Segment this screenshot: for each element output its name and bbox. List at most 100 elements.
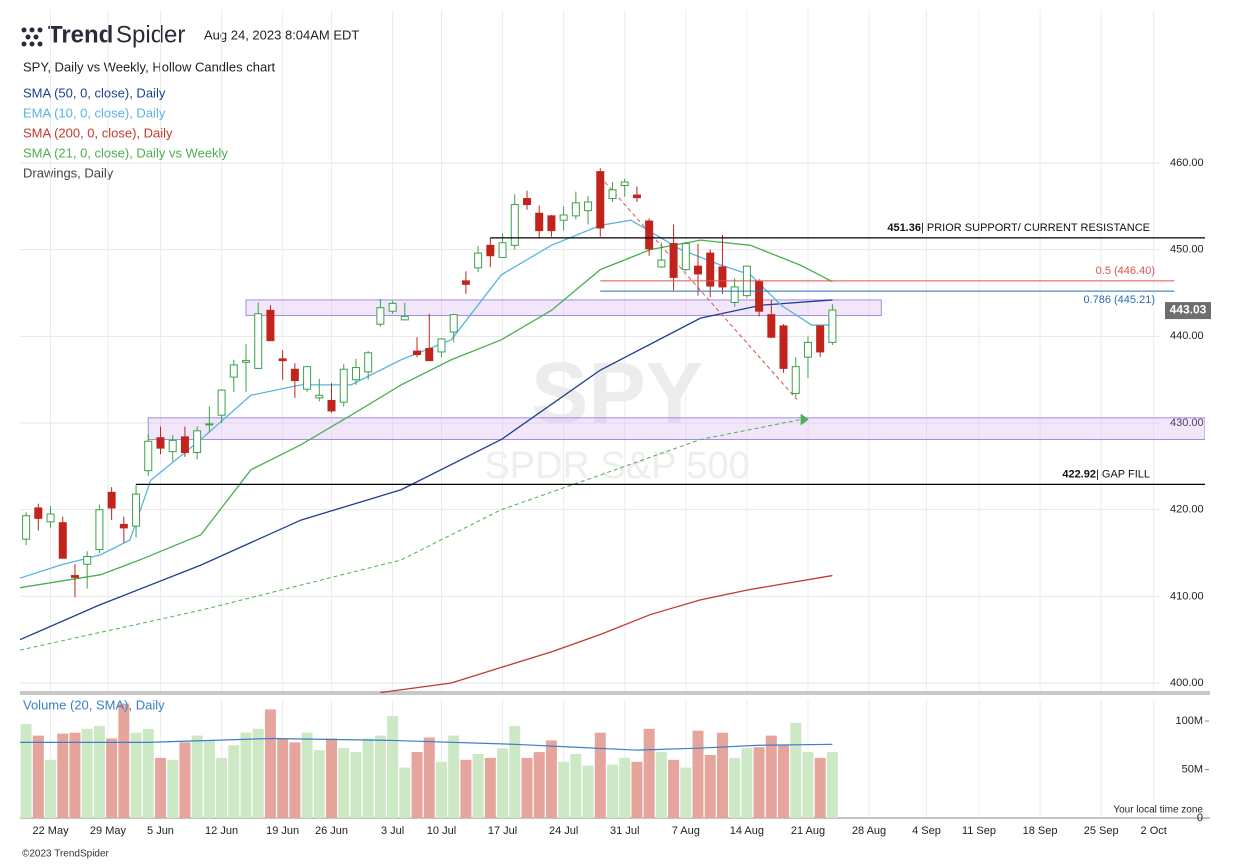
- candle: 8 Jun: [193, 426, 202, 460]
- candle-body: [486, 244, 495, 257]
- candle: 5 Jul: [400, 302, 409, 321]
- logo-light: Spider: [116, 21, 185, 48]
- volume-bar: [680, 767, 692, 818]
- candle: 26 Jul: [584, 195, 593, 225]
- candle-body: [718, 266, 727, 288]
- candle-body: [730, 286, 739, 304]
- candle: 14 Jul: [486, 237, 495, 267]
- candle-body: [83, 555, 92, 565]
- volume-tick-label: 0: [1197, 812, 1203, 824]
- candle-body: [510, 204, 519, 246]
- candle: 6 Jun: [168, 435, 177, 462]
- candle-body: [351, 367, 360, 381]
- volume-bar: [619, 757, 631, 818]
- y-tick-label: 430.00: [1170, 417, 1204, 429]
- volume-bar: [545, 740, 557, 818]
- x-tick-label: 12 Jun: [205, 825, 238, 837]
- candle-body: [217, 389, 226, 416]
- volume-bar: [387, 716, 399, 818]
- volume-bar: [32, 735, 44, 818]
- x-tick-label: 26 Jun: [315, 825, 348, 837]
- volume-bar: [472, 754, 484, 818]
- y-tick-label: 460.00: [1170, 157, 1204, 169]
- volume-bar: [729, 757, 741, 818]
- volume-bar: [106, 738, 118, 818]
- level-value: 422.92: [1062, 468, 1096, 480]
- candle: 3 Aug: [657, 242, 666, 268]
- candle-body: [119, 523, 128, 529]
- x-tick-label: 25 Sep: [1084, 825, 1119, 837]
- volume-bar: [435, 761, 447, 818]
- candle-body: [584, 201, 593, 212]
- x-tick-label: 19 Jun: [266, 825, 299, 837]
- volume-bar: [765, 735, 777, 818]
- candle: 20 Jul: [535, 205, 544, 238]
- x-tick-label: 5 Jun: [147, 825, 174, 837]
- x-tick-label: 18 Sep: [1023, 825, 1058, 837]
- volume-bar: [399, 767, 411, 818]
- level-value: 451.36: [887, 222, 921, 234]
- x-tick-label: 2 Oct: [1141, 825, 1167, 837]
- volume-bar: [20, 723, 32, 818]
- candle: 13 Jul: [474, 246, 483, 273]
- volume-bar: [69, 732, 81, 818]
- level-label: 422.92| GAP FILL: [1062, 468, 1150, 480]
- volume-bar: [570, 754, 582, 818]
- volume-bar: [93, 725, 105, 818]
- candle-body: [34, 507, 43, 519]
- candle-body: [437, 338, 446, 353]
- x-tick-label: 21 Aug: [791, 825, 825, 837]
- candle-body: [559, 214, 568, 221]
- candle: 9 Aug: [706, 249, 715, 298]
- x-tick-label: 11 Sep: [962, 825, 996, 837]
- candle: 19 May: [34, 503, 43, 531]
- volume-bar: [668, 759, 680, 818]
- candle-body: [767, 314, 776, 338]
- candle-body: [388, 302, 397, 312]
- volume-bar: [497, 748, 509, 818]
- chart-title: SPY, Daily vs Weekly, Hollow Candles cha…: [23, 59, 276, 74]
- volume-bar: [57, 733, 69, 818]
- x-tick-label: 31 Jul: [610, 825, 639, 837]
- candle: 24 May: [70, 564, 79, 598]
- candle: 26 May: [95, 504, 104, 554]
- candle-body: [290, 368, 299, 382]
- candle-body: [327, 399, 336, 412]
- volume-bar: [277, 738, 289, 818]
- candle: 18 May: [22, 512, 31, 546]
- x-tick-label: 24 Jul: [549, 825, 578, 837]
- candle: 7 Aug: [681, 241, 690, 272]
- candle-body: [132, 493, 141, 527]
- trendline: [599, 176, 798, 400]
- candle: 8 Aug: [694, 243, 703, 296]
- volume-bar: [45, 759, 57, 818]
- indicator-line: [20, 299, 833, 641]
- candle-body: [657, 259, 666, 268]
- candle-body: [755, 281, 764, 312]
- candle-body: [498, 242, 507, 258]
- candle-body: [596, 171, 605, 229]
- candle: 14 Jun: [242, 344, 251, 392]
- candle: 22 Jun: [303, 366, 312, 392]
- candle-body: [632, 194, 641, 199]
- candle: 17 Jul: [498, 233, 507, 258]
- candle: 27 Jul: [596, 168, 605, 237]
- candle: 2 Aug: [645, 218, 654, 256]
- candle-body: [339, 368, 348, 403]
- volume-bar: [558, 761, 570, 818]
- candle: 23 Jun: [315, 378, 324, 402]
- volume-bar: [802, 752, 814, 818]
- candle: 10 Aug: [718, 234, 727, 294]
- volume-bar: [411, 752, 423, 818]
- indicator-line: [380, 574, 833, 693]
- volume-tick-label: 50M: [1182, 763, 1203, 775]
- candle-body: [168, 439, 177, 453]
- candle: 19 Jul: [522, 190, 531, 210]
- candle-body: [535, 212, 544, 232]
- candle-body: [266, 309, 275, 342]
- candle: 4 Aug: [669, 224, 678, 291]
- candle-body: [315, 394, 324, 399]
- candle: 7 Jun: [180, 426, 189, 457]
- price-pane: 18 May19 May22 May23 May24 May 25 May26 M…: [20, 168, 1205, 693]
- candle: 15 Jun: [254, 302, 263, 370]
